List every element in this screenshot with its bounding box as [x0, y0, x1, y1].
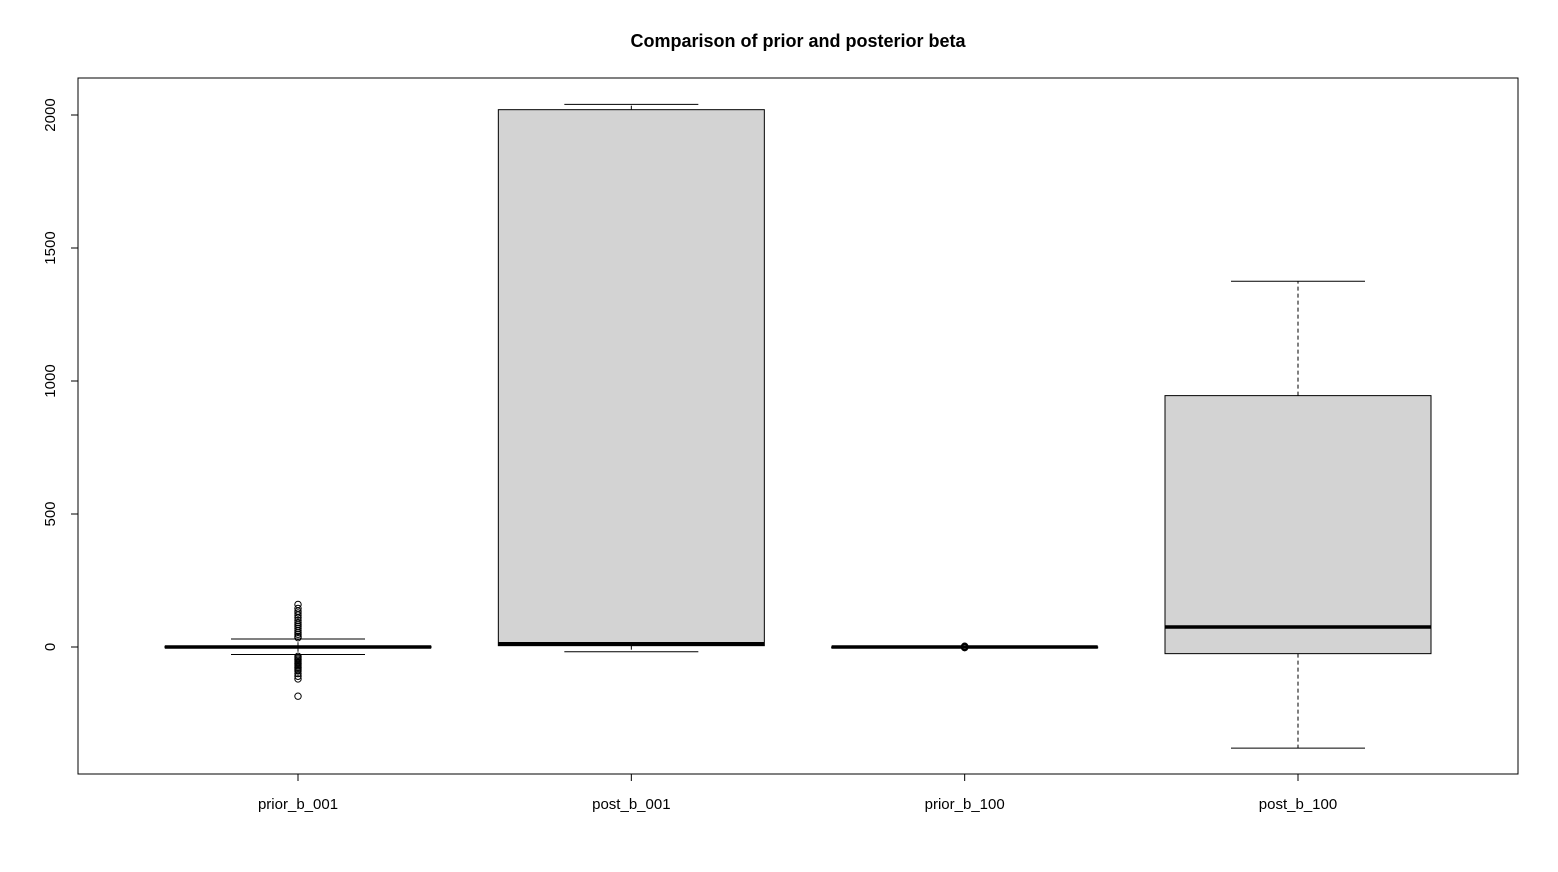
y-tick-label: 0 [42, 643, 59, 651]
iqr-box [1164, 395, 1432, 655]
outlier-point [294, 669, 302, 678]
outlier-point [294, 692, 302, 700]
outlier-point [294, 611, 302, 619]
y-tick-label: 500 [42, 501, 59, 526]
outlier-point [294, 609, 302, 617]
x-tick-label: prior_b_100 [925, 796, 1005, 813]
box-post_b_100 [1164, 280, 1432, 749]
box-prior_b_100 [831, 642, 1099, 652]
outlier-point [960, 643, 969, 652]
box-post_b_001 [497, 103, 765, 653]
x-tick-label: post_b_100 [1259, 796, 1337, 813]
outlier-point [294, 618, 302, 627]
outlier-point [294, 633, 302, 642]
x-tick-label: post_b_001 [592, 796, 670, 813]
iqr-box [497, 109, 765, 647]
outlier-point [294, 675, 302, 683]
outlier-point [294, 616, 302, 625]
outlier-point [294, 624, 302, 633]
chart-title: Comparison of prior and posterior beta [630, 31, 966, 51]
plot-frame [77, 77, 1519, 775]
box-prior_b_001 [164, 600, 432, 700]
boxes-layer [164, 103, 1432, 749]
outlier-point [294, 628, 302, 637]
outlier-point [294, 630, 302, 638]
y-tick-label: 2000 [42, 98, 59, 131]
y-tick-label: 1500 [42, 231, 59, 264]
outlier-point [294, 667, 302, 675]
x-axis: prior_b_001 post_b_001 prior_b_100 post_b_1… [258, 774, 1337, 813]
y-axis: 0 500 1000 1500 2000 [42, 98, 78, 651]
outlier-point [294, 626, 302, 635]
outlier-point [294, 672, 302, 680]
x-tick-label: prior_b_001 [258, 796, 338, 813]
y-tick-label: 1000 [42, 364, 59, 397]
